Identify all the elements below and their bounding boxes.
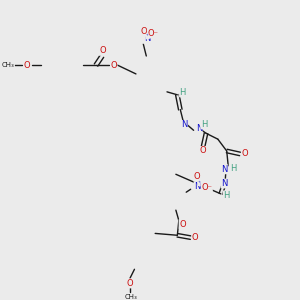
Text: N: N [181,121,188,130]
Text: N: N [221,165,228,174]
Text: N: N [194,182,200,191]
Text: O⁻: O⁻ [201,183,212,192]
Text: ⁺: ⁺ [197,181,200,186]
Text: O: O [192,232,198,242]
Text: H: H [230,164,237,172]
Text: O⁻: O⁻ [147,29,158,38]
Text: O: O [110,61,117,70]
Text: N: N [196,124,202,133]
Text: H: H [223,191,229,200]
Text: O: O [242,149,248,158]
Text: O: O [140,27,147,36]
Text: CH₃: CH₃ [2,62,15,68]
Text: O: O [194,172,200,181]
Text: ⁺: ⁺ [146,34,149,39]
Text: O: O [99,46,106,56]
Text: H: H [201,120,207,129]
Text: O: O [24,61,30,70]
Text: H: H [179,88,186,97]
Text: N: N [221,179,227,188]
Text: O: O [127,279,133,288]
Text: O: O [199,146,206,155]
Text: O: O [179,220,186,229]
Text: N: N [144,34,150,43]
Text: CH₃: CH₃ [124,294,137,300]
